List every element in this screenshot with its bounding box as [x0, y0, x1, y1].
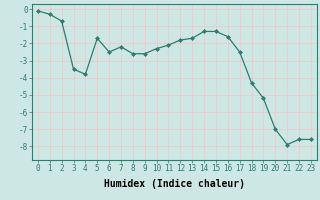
X-axis label: Humidex (Indice chaleur): Humidex (Indice chaleur)	[104, 179, 245, 189]
